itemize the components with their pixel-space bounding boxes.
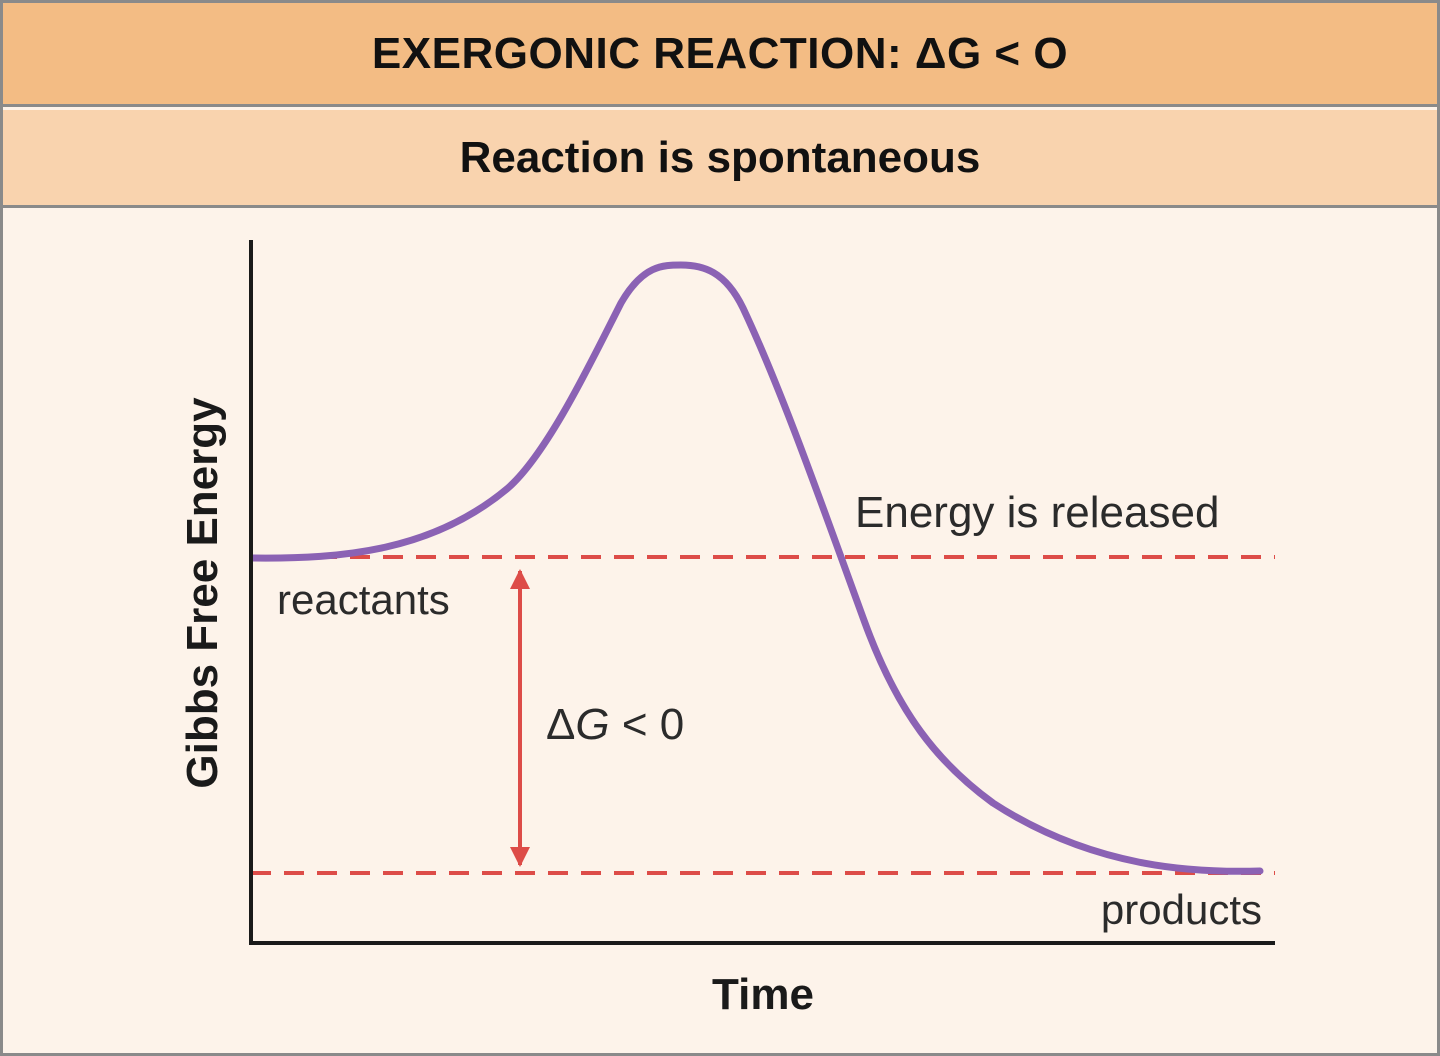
delta-g-label: ΔG < 0 [546, 700, 684, 749]
reactants-label: reactants [277, 576, 450, 623]
title-banner: EXERGONIC REACTION: ΔG < O [3, 3, 1437, 107]
energy-diagram: reactants products Energy is released ΔG… [178, 240, 1275, 1019]
page-subtitle: Reaction is spontaneous [459, 132, 981, 182]
delta-g-relation: < 0 [610, 700, 685, 749]
energy-released-label: Energy is released [855, 488, 1219, 537]
y-axis-label: Gibbs Free Energy [178, 397, 227, 789]
products-label: products [1101, 886, 1262, 933]
delta-symbol: Δ [546, 700, 575, 749]
energy-curve [249, 261, 1264, 875]
delta-g-variable: G [575, 700, 609, 749]
page-title: EXERGONIC REACTION: ΔG < O [371, 28, 1069, 78]
subtitle-banner: Reaction is spontaneous [3, 110, 1437, 208]
x-axis-label: Time [712, 970, 814, 1019]
